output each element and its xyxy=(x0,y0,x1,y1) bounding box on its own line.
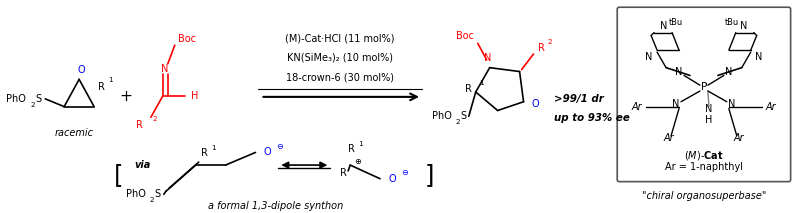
Text: PhO: PhO xyxy=(126,189,145,199)
Text: N: N xyxy=(484,53,491,63)
Text: N: N xyxy=(740,21,747,31)
Text: N: N xyxy=(661,21,668,31)
Text: tBu: tBu xyxy=(725,18,739,27)
Text: Ar: Ar xyxy=(734,133,744,143)
Text: N: N xyxy=(725,66,732,76)
Text: Ar: Ar xyxy=(631,102,642,112)
Text: N: N xyxy=(728,99,735,109)
Text: Ar: Ar xyxy=(766,102,777,112)
Text: 18-crown-6 (30 mol%): 18-crown-6 (30 mol%) xyxy=(286,72,394,82)
Text: >99/1 dr: >99/1 dr xyxy=(554,94,604,104)
Text: N: N xyxy=(673,99,680,109)
Text: 1: 1 xyxy=(108,77,113,83)
Text: O: O xyxy=(532,99,539,109)
Text: Ar: Ar xyxy=(664,133,674,143)
Text: R: R xyxy=(200,148,207,158)
Text: R: R xyxy=(98,82,105,92)
Text: up to 93% ee: up to 93% ee xyxy=(554,113,630,123)
Text: 2: 2 xyxy=(456,119,460,125)
Text: +: + xyxy=(119,89,133,104)
Text: R: R xyxy=(465,84,471,94)
Text: N: N xyxy=(161,64,169,74)
Text: (M)-Cat·HCl (11 mol%): (M)-Cat·HCl (11 mol%) xyxy=(285,33,395,43)
Text: 2: 2 xyxy=(150,197,154,203)
Text: O: O xyxy=(77,65,85,75)
Text: Boc: Boc xyxy=(456,32,474,42)
Text: ]: ] xyxy=(425,163,435,187)
Text: S: S xyxy=(461,111,467,121)
Text: N: N xyxy=(675,66,683,76)
Text: "chiral organosuperbase": "chiral organosuperbase" xyxy=(642,191,766,201)
Text: racemic: racemic xyxy=(55,128,94,138)
Text: tBu: tBu xyxy=(669,18,683,27)
Text: ($M$)-$\mathbf{Cat}$: ($M$)-$\mathbf{Cat}$ xyxy=(684,149,723,162)
Text: R: R xyxy=(340,168,347,178)
Text: R: R xyxy=(537,43,545,53)
Text: N: N xyxy=(646,52,653,62)
Text: 2: 2 xyxy=(30,102,35,108)
Text: N: N xyxy=(705,104,712,114)
Text: H: H xyxy=(191,91,198,101)
Text: Ar = 1-naphthyl: Ar = 1-naphthyl xyxy=(665,162,743,172)
Text: S: S xyxy=(155,189,161,199)
Text: 1: 1 xyxy=(211,145,215,151)
Text: O: O xyxy=(263,147,271,157)
Text: N: N xyxy=(755,52,762,62)
Text: O: O xyxy=(388,174,396,184)
Text: ⊕: ⊕ xyxy=(355,157,362,166)
FancyBboxPatch shape xyxy=(617,7,790,182)
Text: S: S xyxy=(35,94,41,104)
Text: [: [ xyxy=(114,163,124,187)
Text: ⊖: ⊖ xyxy=(401,168,408,177)
Text: P: P xyxy=(700,82,707,92)
Text: H: H xyxy=(705,115,712,125)
Text: Boc: Boc xyxy=(178,34,196,44)
Text: R: R xyxy=(136,120,143,130)
Text: via: via xyxy=(134,160,150,170)
Text: 2: 2 xyxy=(153,116,157,122)
Text: PhO: PhO xyxy=(6,94,26,104)
Text: PhO: PhO xyxy=(432,111,452,121)
Text: KN(SiMe₃)₂ (10 mol%): KN(SiMe₃)₂ (10 mol%) xyxy=(287,53,394,63)
Text: 1: 1 xyxy=(358,141,363,147)
Text: R: R xyxy=(348,144,355,154)
Text: 2: 2 xyxy=(548,39,552,45)
Text: ⊖: ⊖ xyxy=(277,142,283,151)
Text: a formal 1,3-dipole synthon: a formal 1,3-dipole synthon xyxy=(207,201,343,211)
Text: 1: 1 xyxy=(479,80,483,86)
